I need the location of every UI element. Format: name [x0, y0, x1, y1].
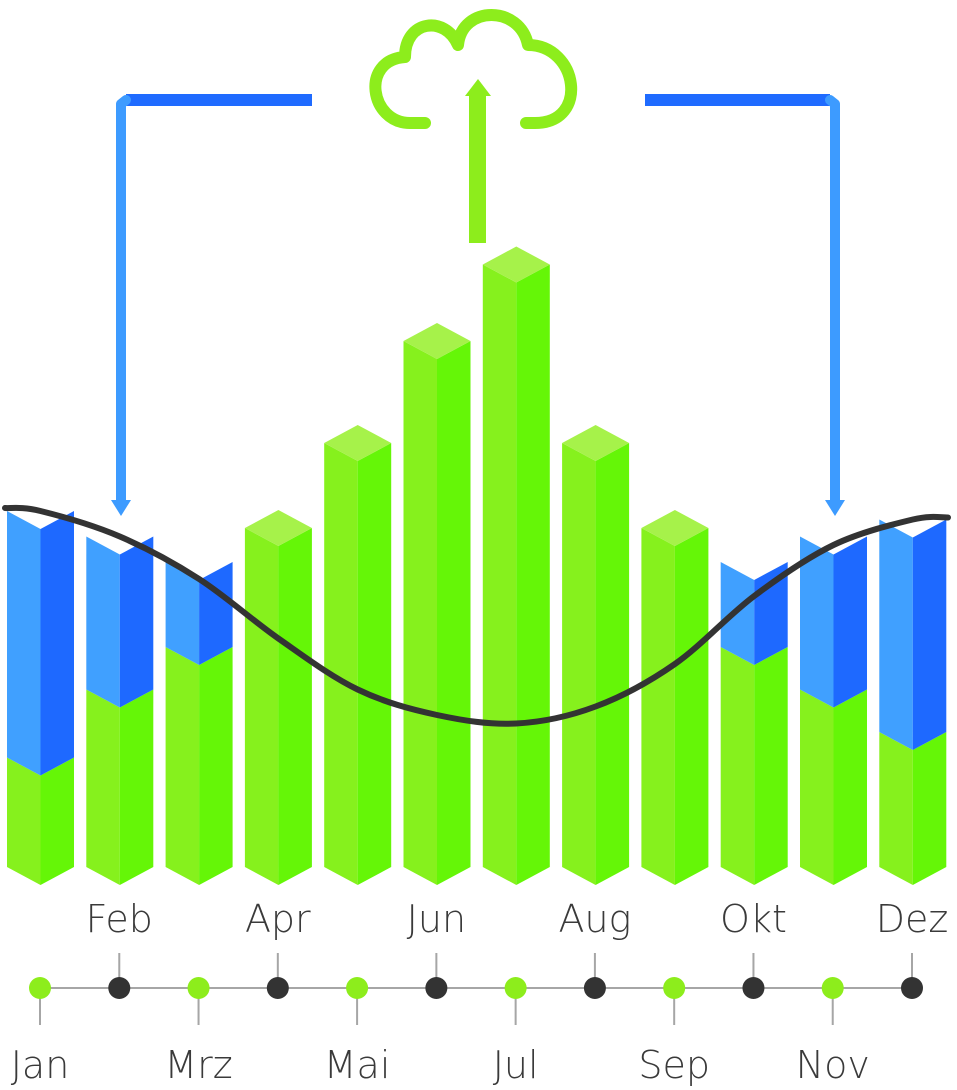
bar-segment-green-right	[674, 528, 709, 885]
bar-segment-green-left	[165, 647, 200, 885]
bar-top-cap	[403, 323, 471, 359]
bar-segment-green-right	[199, 647, 233, 885]
bar-segment-green-right	[40, 757, 74, 885]
month-label-nov: Nov	[796, 1043, 870, 1087]
bar-segment-blue-left	[879, 519, 913, 750]
bar-dez	[879, 519, 947, 885]
axis-dot-mrz	[187, 977, 210, 999]
bar-segment-blue-left	[800, 536, 834, 708]
bar-segment-blue-right	[833, 536, 867, 708]
bar-segment-green-right	[754, 647, 788, 885]
axis-dot-jan	[29, 977, 51, 999]
bar-segment-blue-right	[119, 536, 154, 708]
demand-curve	[2, 504, 951, 727]
bar-okt	[720, 562, 788, 885]
cloud-arrow-head	[465, 79, 491, 96]
bar-aug	[562, 425, 630, 885]
axis-dot-nov	[821, 977, 844, 999]
month-label-okt: Okt	[720, 897, 787, 941]
bar-segment-green-left	[482, 264, 517, 885]
month-label-aug: Aug	[558, 897, 631, 941]
bar-segment-green-right	[437, 341, 471, 885]
bar-segment-blue-right	[912, 519, 947, 750]
bar-segment-green-right	[912, 732, 947, 885]
axis-dot-apr	[266, 977, 289, 999]
bar-mrz	[165, 562, 233, 885]
bar-segment-green-left	[7, 757, 41, 885]
bar-top-cap	[324, 425, 392, 461]
bar-feb	[86, 536, 154, 885]
bar-apr	[244, 510, 312, 885]
bar-segment-green-right	[278, 528, 312, 885]
bar-segment-blue-left	[7, 511, 41, 776]
bar-segment-green-left	[324, 443, 358, 885]
month-label-mrz: Mrz	[164, 1043, 232, 1087]
left-bracket-arrow-line	[116, 95, 131, 505]
month-label-feb: Feb	[86, 897, 153, 941]
axis-dot-sep	[663, 977, 686, 999]
bar-segment-green-right	[516, 264, 550, 885]
bar-segment-blue-left	[86, 536, 120, 708]
bar-nov	[800, 536, 867, 885]
axis-dot-aug	[583, 977, 606, 999]
right-bracket-arrow-line	[825, 95, 840, 505]
right-arrow-head	[825, 500, 845, 516]
bar-segment-blue-right	[40, 511, 74, 776]
bar-segment-green-left	[244, 528, 279, 885]
cloud-arrow-shaft	[469, 95, 486, 243]
bar-segment-blue-left	[165, 562, 200, 665]
axis-dot-mai	[346, 977, 369, 999]
month-label-apr: Apr	[245, 897, 311, 941]
bar-segment-green-right	[357, 443, 392, 885]
bar-segment-green-right	[119, 689, 154, 885]
bar-segment-green-left	[879, 732, 913, 885]
bar-segment-green-left	[720, 647, 755, 885]
bar-sep	[641, 510, 709, 885]
bar-jan	[7, 511, 74, 885]
axis-dot-dez	[901, 977, 923, 999]
bar-top-cap	[244, 510, 312, 546]
bar-segment-green-left	[562, 443, 596, 885]
bars-group	[7, 246, 947, 885]
bar-mai	[324, 425, 392, 885]
bar-top-cap	[562, 425, 630, 461]
bar-segment-green-left	[403, 341, 437, 885]
bar-segment-green-left	[800, 689, 834, 885]
month-label-jan: Jan	[11, 1043, 70, 1087]
bar-segment-green-right	[595, 443, 630, 885]
bar-segment-green-left	[86, 689, 120, 885]
bar-top-cap	[482, 246, 550, 283]
cloud-icon	[369, 9, 578, 243]
left-bracket-arrow	[111, 94, 312, 516]
axis-dot-jul	[504, 977, 527, 999]
month-label-sep: Sep	[638, 1043, 710, 1087]
axis-dot-feb	[108, 977, 131, 999]
bar-jun	[403, 323, 471, 885]
month-label-jul: Jul	[493, 1043, 539, 1087]
month-label-mai: Mai	[324, 1043, 391, 1087]
bar-top-cap	[641, 510, 709, 546]
axis-dot-jun	[425, 977, 448, 999]
cloud-outline	[369, 9, 578, 129]
bar-segment-blue-right	[199, 562, 233, 665]
month-axis: Jan Feb Mrz Apr Mai Jun Jul Aug Sep Okt Nov Dez	[11, 897, 949, 1087]
bar-segment-green-right	[833, 689, 867, 885]
right-bracket-arrow	[645, 94, 845, 516]
left-arrow-head	[111, 500, 131, 516]
axis-dot-okt	[742, 977, 765, 999]
month-label-jun: Jun	[407, 897, 466, 941]
bar-segment-green-left	[641, 528, 675, 885]
month-label-dez: Dez	[876, 897, 949, 941]
bar-jul	[482, 246, 550, 885]
